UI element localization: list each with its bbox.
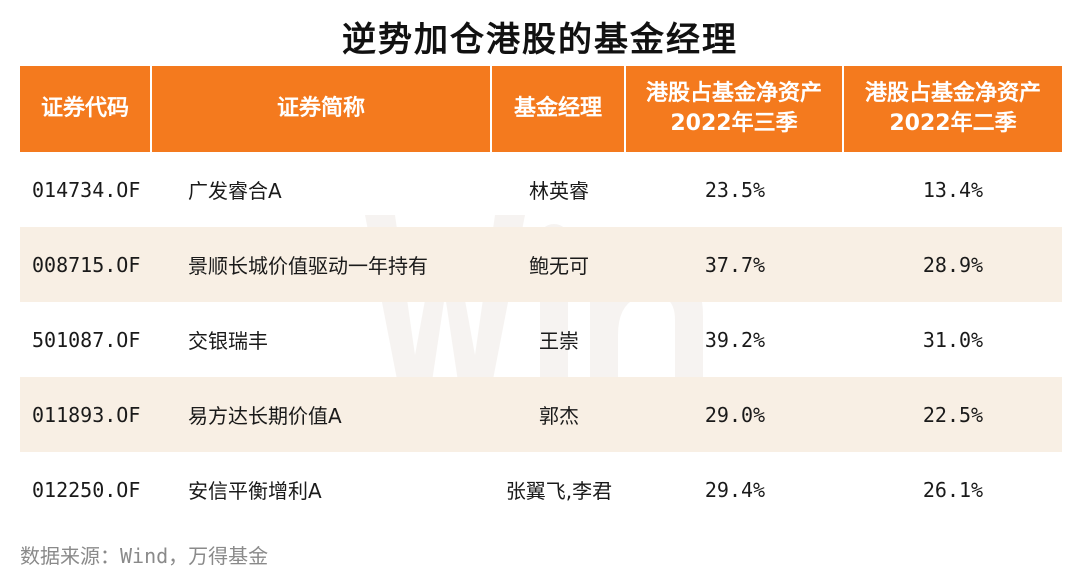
table-row: 011893.OF 易方达长期价值A 郭杰 29.0% 22.5% <box>20 377 1062 452</box>
table-row: 012250.OF 安信平衡增利A 张翼飞,李君 29.4% 26.1% <box>20 452 1062 527</box>
cell-q2: 28.9% <box>922 252 984 277</box>
source-note: 数据来源：Wind，万得基金 <box>20 544 269 568</box>
cell-manager: 林英睿 <box>529 179 589 203</box>
header-code: 证券代码 <box>20 66 152 152</box>
cell-name: 景顺长城价值驱动一年持有 <box>188 254 428 278</box>
cell-q3: 29.4% <box>704 477 766 502</box>
header-q3: 港股占基金净资产 2022年三季 <box>626 66 844 152</box>
cell-name: 安信平衡增利A <box>188 479 322 503</box>
cell-manager: 郭杰 <box>539 404 579 428</box>
page-title: 逆势加仓港股的基金经理 <box>342 20 738 60</box>
table-row: 501087.OF 交银瑞丰 王崇 39.2% 31.0% <box>20 302 1062 377</box>
cell-name: 交银瑞丰 <box>188 329 268 353</box>
cell-q2: 26.1% <box>922 477 984 502</box>
cell-code: 008715.OF <box>32 252 141 277</box>
table-row: 008715.OF 景顺长城价值驱动一年持有 鲍无可 37.7% 28.9% <box>20 227 1062 302</box>
cell-q2: 13.4% <box>922 177 984 202</box>
cell-manager: 张翼飞,李君 <box>505 479 613 503</box>
cell-q2: 22.5% <box>922 402 984 427</box>
table-row: 014734.OF 广发睿合A 林英睿 23.5% 13.4% <box>20 152 1062 227</box>
cell-q2: 31.0% <box>922 327 984 352</box>
header-q2: 港股占基金净资产 2022年二季 <box>844 66 1062 152</box>
fund-table: 证券代码 证券简称 基金经理 港股占基金净资产 2022年三季 港股占基金净资产… <box>20 66 1062 527</box>
cell-q3: 29.0% <box>704 402 766 427</box>
cell-name: 易方达长期价值A <box>188 404 342 428</box>
header-q2-line1: 港股占基金净资产 <box>864 81 1041 106</box>
cell-manager: 鲍无可 <box>529 254 589 278</box>
cell-q3: 39.2% <box>704 327 766 352</box>
table-header-row: 证券代码 证券简称 基金经理 港股占基金净资产 2022年三季 港股占基金净资产… <box>20 66 1062 152</box>
cell-code: 501087.OF <box>32 327 141 352</box>
cell-name: 广发睿合A <box>188 179 282 203</box>
cell-manager: 王崇 <box>539 329 579 353</box>
cell-code: 012250.OF <box>32 477 141 502</box>
header-manager: 基金经理 <box>492 66 626 152</box>
header-q2-line2: 2022年二季 <box>889 111 1017 136</box>
header-name: 证券简称 <box>152 66 492 152</box>
cell-q3: 37.7% <box>704 252 766 277</box>
cell-code: 011893.OF <box>32 402 141 427</box>
header-q3-line2: 2022年三季 <box>670 111 798 136</box>
cell-q3: 23.5% <box>704 177 766 202</box>
header-q3-line1: 港股占基金净资产 <box>645 81 822 106</box>
cell-code: 014734.OF <box>32 177 141 202</box>
